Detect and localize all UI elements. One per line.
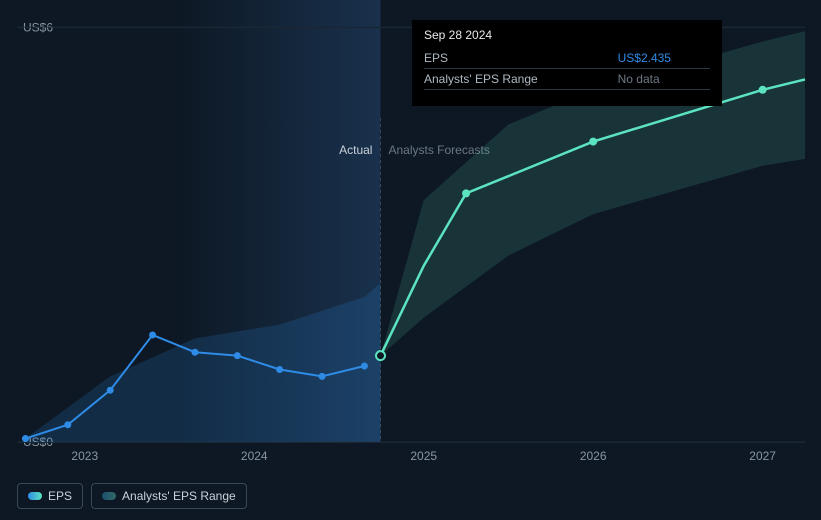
- tooltip-label: Analysts' EPS Range: [424, 69, 602, 90]
- svg-text:2024: 2024: [241, 449, 268, 463]
- svg-text:2027: 2027: [749, 449, 776, 463]
- legend-swatch-icon: [102, 492, 116, 500]
- legend-label: EPS: [48, 489, 72, 503]
- eps-chart: US$0US$6ActualAnalysts Forecasts20232024…: [0, 0, 821, 520]
- tooltip-label: EPS: [424, 48, 602, 69]
- legend-swatch-icon: [28, 492, 42, 500]
- tooltip-date: Sep 28 2024: [424, 28, 710, 42]
- legend-label: Analysts' EPS Range: [122, 489, 236, 503]
- legend-item-range[interactable]: Analysts' EPS Range: [91, 483, 247, 509]
- hover-tooltip: Sep 28 2024 EPS US$2.435 Analysts' EPS R…: [412, 20, 722, 106]
- tooltip-table: EPS US$2.435 Analysts' EPS Range No data: [424, 48, 710, 90]
- tooltip-value: No data: [602, 69, 710, 90]
- chart-legend: EPS Analysts' EPS Range: [17, 483, 247, 509]
- tooltip-row-range: Analysts' EPS Range No data: [424, 69, 710, 90]
- svg-text:2026: 2026: [580, 449, 607, 463]
- svg-text:2025: 2025: [410, 449, 437, 463]
- svg-text:2023: 2023: [71, 449, 98, 463]
- legend-item-eps[interactable]: EPS: [17, 483, 83, 509]
- tooltip-value: US$2.435: [602, 48, 710, 69]
- tooltip-row-eps: EPS US$2.435: [424, 48, 710, 69]
- svg-text:Actual: Actual: [339, 143, 372, 157]
